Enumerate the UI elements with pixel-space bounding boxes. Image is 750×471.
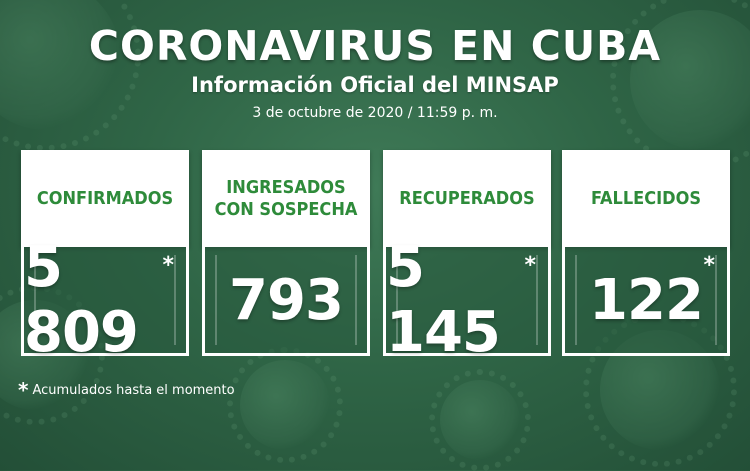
stat-card-ingresados: INGRESADOS CON SOSPECHA 793 <box>202 150 370 356</box>
asterisk-icon: * <box>703 253 715 278</box>
page-title: CORONAVIRUS EN CUBA <box>88 22 662 70</box>
page-subtitle: Información Oficial del MINSAP <box>191 73 559 97</box>
stat-card-inner-frame <box>396 255 538 345</box>
stat-card-label-line1: INGRESADOS <box>226 176 346 198</box>
stat-card-recuperados: RECUPERADOS 5 145 * <box>383 150 551 365</box>
stat-card-body: 793 <box>202 247 370 356</box>
stat-card-confirmados: CONFIRMADOS 5 809 * <box>21 150 189 365</box>
stat-card-body: 5 809 * <box>21 235 189 365</box>
stat-card-value: 122 <box>589 267 704 333</box>
stat-card-inner-frame <box>34 255 176 345</box>
virus-background-icon <box>610 0 750 170</box>
stat-card-header: FALLECIDOS <box>562 150 730 247</box>
stat-card-inner-frame <box>575 255 717 345</box>
stat-card-label: FALLECIDOS <box>591 188 701 210</box>
asterisk-icon: * <box>524 253 536 278</box>
stat-card-label: RECUPERADOS <box>399 188 534 210</box>
stat-card-label-line1: FALLECIDOS <box>590 187 701 209</box>
stat-card-label-line1: RECUPERADOS <box>399 187 535 209</box>
virus-background-icon <box>227 347 343 463</box>
stat-card-value: 793 <box>229 267 344 333</box>
stat-card-label-line1: CONFIRMADOS <box>36 187 174 209</box>
stat-card-label: INGRESADOS CON SOSPECHA <box>215 177 358 221</box>
stat-card-header: INGRESADOS CON SOSPECHA <box>202 150 370 247</box>
stat-card-label: CONFIRMADOS <box>37 188 173 210</box>
stat-card-fallecidos: FALLECIDOS 122 * <box>562 150 730 356</box>
stat-card-label-line2: CON SOSPECHA <box>214 198 358 220</box>
footnote-text: Acumulados hasta el momento <box>32 383 235 398</box>
stat-card-header: CONFIRMADOS <box>21 150 189 247</box>
stat-card-value: 5 809 <box>24 235 139 365</box>
footnote: * Acumulados hasta el momento <box>18 378 235 402</box>
virus-background-icon <box>428 368 532 471</box>
asterisk-icon: * <box>18 378 29 402</box>
stat-card-inner-frame <box>215 255 357 345</box>
asterisk-icon: * <box>162 253 174 278</box>
stat-card-body: 5 145 * <box>383 235 551 365</box>
report-date: 3 de octubre de 2020 / 11:59 p. m. <box>252 105 498 121</box>
stat-card-header: RECUPERADOS <box>383 150 551 247</box>
stat-card-body: 122 * <box>562 247 730 356</box>
stat-card-value: 5 145 <box>386 235 501 365</box>
